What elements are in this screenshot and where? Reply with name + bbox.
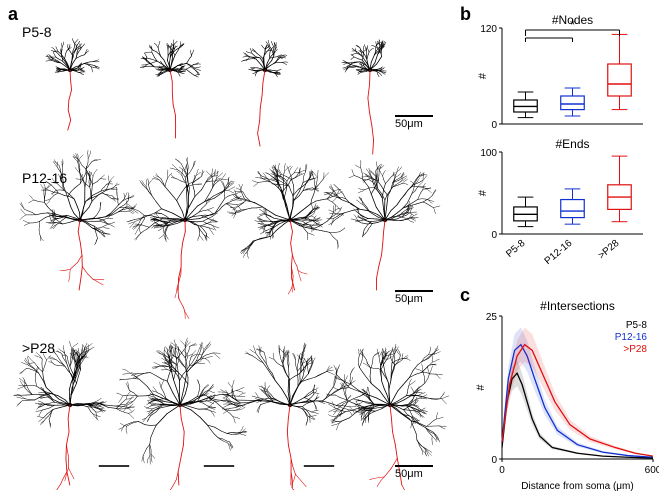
panel-label-c: c xyxy=(460,285,470,306)
panel-b-area: #Nodes0120#*#Ends0100#P5-8P12-16>P28 xyxy=(474,10,649,270)
scalebar-3: 50μm xyxy=(395,465,433,467)
scalebar-1: 50μm xyxy=(395,115,433,117)
panel-label-a: a xyxy=(8,4,18,25)
scalebar-3c xyxy=(204,465,234,467)
scalebar-3d xyxy=(304,465,334,467)
panel-c-area: #Intersections0250600#Distance from soma… xyxy=(474,298,659,493)
scalebar-3b xyxy=(99,465,129,467)
panel-label-b: b xyxy=(460,4,471,25)
neuron-tracings xyxy=(10,30,450,490)
scalebar-2: 50μm xyxy=(395,290,433,292)
